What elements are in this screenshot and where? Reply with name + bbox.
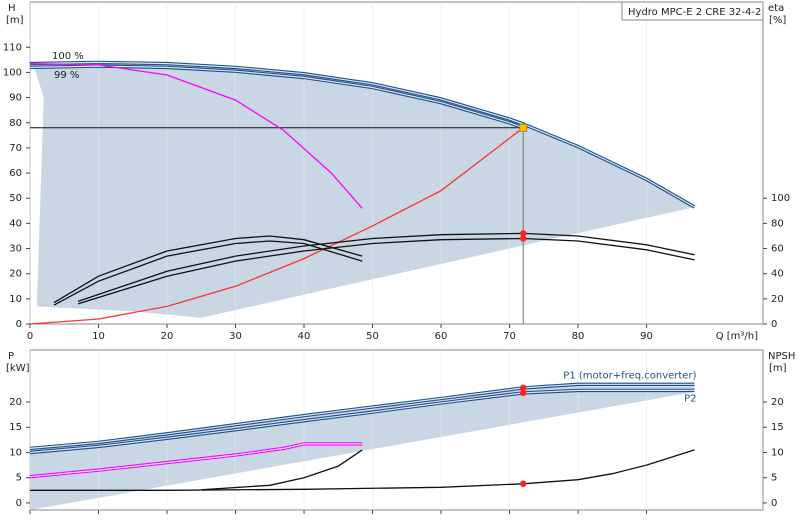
curve — [53, 240, 363, 306]
curve — [29, 62, 363, 209]
y2-axis-unit: [m] — [769, 363, 787, 374]
curve — [53, 235, 363, 304]
y-axis-unit: [kW] — [6, 363, 30, 374]
curve-highlight — [29, 61, 695, 208]
curve — [201, 449, 363, 491]
y2-tick-label: 5 — [771, 473, 777, 484]
y-tick-label: 20 — [9, 397, 22, 408]
y2-tick-label: 100 — [771, 193, 790, 204]
y2-tick-label: 15 — [771, 422, 784, 433]
y2-tick-label: 0 — [771, 498, 777, 509]
operating-point — [520, 480, 527, 487]
y2-tick-label: 20 — [771, 294, 784, 305]
y-axis-label: H — [8, 3, 16, 14]
y-tick-label: 80 — [9, 118, 22, 129]
x-tick-label: 70 — [503, 331, 516, 342]
y-tick-label: 110 — [3, 42, 22, 53]
y2-tick-label: 20 — [771, 397, 784, 408]
y-axis-unit: [m] — [6, 15, 24, 26]
y2-axis-unit: [%] — [769, 15, 786, 26]
curve — [29, 127, 524, 325]
y-tick-label: 90 — [9, 93, 22, 104]
x-axis-label: Q [m³/h] — [716, 331, 758, 342]
operating-point — [520, 235, 527, 242]
y-tick-label: 0 — [16, 498, 22, 509]
y2-axis-label: NPSH — [768, 351, 795, 362]
chart-title: Hydro MPC-E 2 CRE 32-4-2 — [628, 7, 761, 18]
y2-axis-label: eta — [768, 3, 784, 14]
x-tick-label: 80 — [572, 331, 585, 342]
duty-point — [519, 123, 528, 132]
operating-point — [520, 384, 527, 392]
x-tick-label: 40 — [298, 331, 311, 342]
x-tick-label: 10 — [92, 331, 105, 342]
curve-highlight — [29, 443, 363, 478]
y-tick-label: 10 — [9, 294, 22, 305]
title-box — [621, 1, 764, 21]
x-tick-label: 30 — [229, 331, 242, 342]
legend-label: P1 (motor+freq.converter) — [563, 370, 696, 381]
y-tick-label: 15 — [9, 422, 22, 433]
curve — [77, 237, 695, 305]
y-tick-label: 0 — [16, 319, 22, 330]
curve — [77, 232, 695, 303]
y-tick-label: 70 — [9, 143, 22, 154]
operating-point — [520, 230, 527, 237]
y-tick-label: 60 — [9, 168, 22, 179]
x-tick-label: 0 — [27, 331, 33, 342]
y-tick-label: 5 — [16, 473, 22, 484]
legend-label: P2 — [684, 393, 696, 404]
x-tick-label: 60 — [435, 331, 448, 342]
operating-range — [30, 384, 695, 510]
curve-annotation: 100 % — [52, 51, 84, 62]
curve-highlight — [29, 65, 524, 129]
curve-annotation: 99 % — [54, 70, 79, 81]
y-tick-label: 30 — [9, 244, 22, 255]
y2-tick-label: 10 — [771, 447, 784, 458]
x-tick-label: 50 — [366, 331, 379, 342]
curve-highlight — [29, 383, 695, 449]
y-tick-label: 40 — [9, 218, 22, 229]
y-axis-label: P — [8, 351, 14, 362]
x-tick-label: 20 — [161, 331, 174, 342]
y-tick-label: 100 — [3, 67, 22, 78]
y2-tick-label: 40 — [771, 269, 784, 280]
curve-highlight — [29, 389, 695, 454]
y2-tick-label: 0 — [771, 319, 777, 330]
y2-tick-label: 80 — [771, 218, 784, 229]
y2-tick-label: 60 — [771, 244, 784, 255]
y-tick-label: 10 — [9, 447, 22, 458]
x-tick-label: 90 — [640, 331, 653, 342]
y-tick-label: 20 — [9, 269, 22, 280]
operating-point — [520, 389, 527, 397]
y-tick-label: 50 — [9, 193, 22, 204]
